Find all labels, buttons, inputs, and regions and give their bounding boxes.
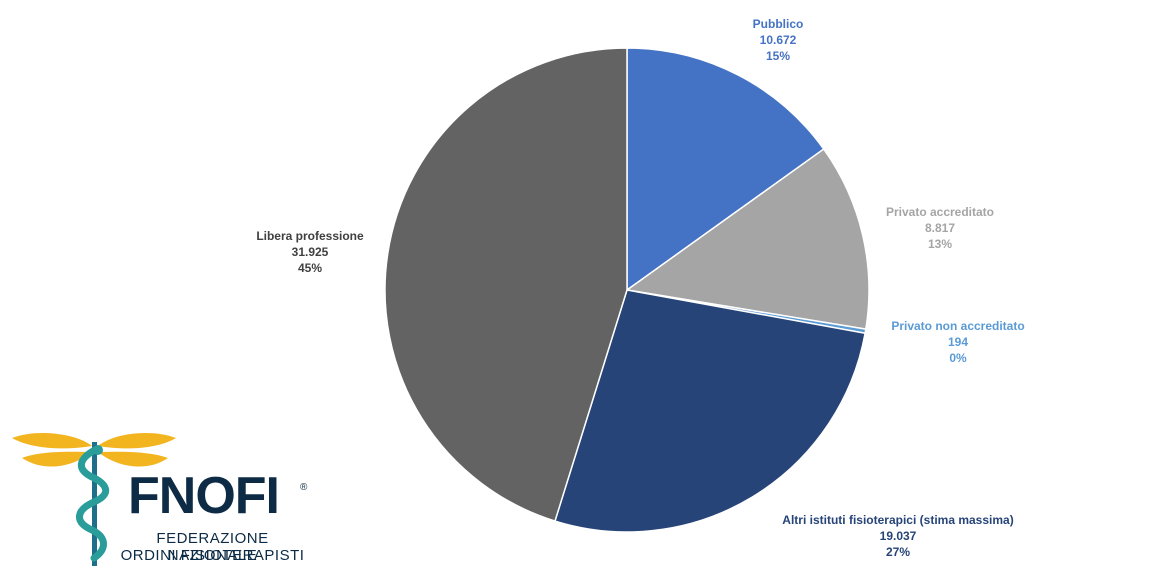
slice-name: Privato non accreditato [891, 319, 1025, 333]
right-wing-top [98, 432, 176, 449]
slice-name: Altri istituti fisioterapici (stima mass… [782, 513, 1014, 527]
pie-slice-altri-istituti-fisioterapici-stima-massima [554, 289, 866, 533]
slice-percent: 27% [885, 545, 911, 559]
slice-percent: 45% [297, 261, 323, 275]
pie-slice-libera-professione [384, 47, 628, 522]
logo-subtitle-line1: FEDERAZIONE NAZIONALE [156, 530, 269, 564]
slice-value: 8.817 [924, 221, 956, 235]
slice-value: 19.037 [879, 529, 917, 543]
snake [76, 446, 109, 562]
slice-percent: 15% [765, 49, 791, 63]
pie-slice-pubblico [626, 47, 825, 292]
slice-percent: 13% [927, 237, 953, 251]
slice-name: Libera professione [256, 229, 364, 243]
fnofi-logo-icon [12, 432, 176, 566]
logo-wordmark: FNOFI [128, 467, 280, 525]
slice-label-pubblico: Pubblico 10.672 15% [718, 16, 838, 64]
slice-value: 10.672 [759, 33, 797, 47]
right-wing-bottom [98, 451, 168, 467]
slice-label-privato-non-accreditato: Privato non accreditato 194 0% [868, 318, 1048, 366]
slice-label-privato-accreditato: Privato accreditato 8.817 13% [860, 204, 1020, 252]
logo-registered: ® [300, 482, 308, 493]
snake-head [93, 445, 103, 455]
left-wing-top [12, 432, 92, 449]
slice-name: Privato accreditato [885, 205, 995, 219]
slice-name: Pubblico [752, 17, 804, 31]
slice-label-altri-istituti: Altri istituti fisioterapici (stima mass… [758, 512, 1038, 560]
slice-label-libera-professione: Libera professione 31.925 45% [240, 228, 380, 276]
left-wing-bottom [22, 451, 92, 467]
pie-slice-privato-accreditato [625, 148, 870, 331]
slice-percent: 0% [949, 351, 967, 365]
slice-value: 31.925 [291, 245, 329, 259]
logo-subtitle-line2: ORDINI FISIOTERAPISTI [120, 547, 305, 564]
slice-value: 194 [947, 335, 969, 349]
